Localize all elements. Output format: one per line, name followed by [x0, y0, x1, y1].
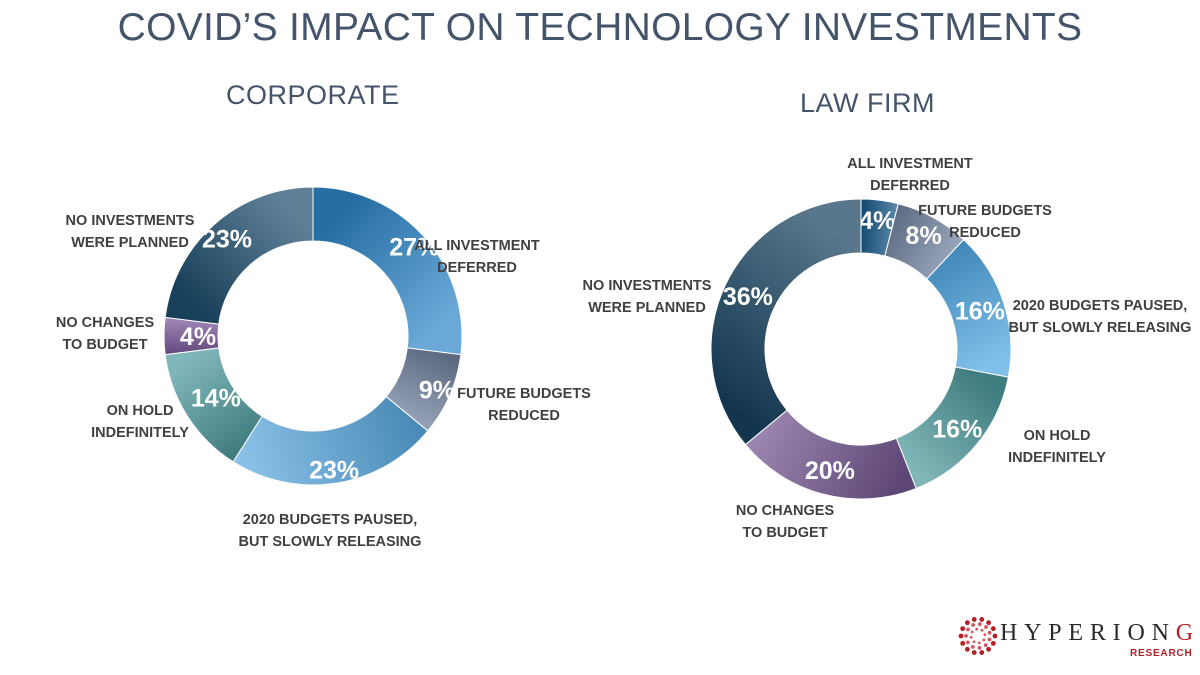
- logo-dot: [990, 626, 996, 632]
- logo-dot: [958, 633, 964, 639]
- slice-value-0-2: 23%: [309, 456, 359, 484]
- slice-value-0-0: 27%: [389, 234, 439, 262]
- logo-dot: [966, 627, 970, 632]
- logo-dot: [975, 627, 979, 631]
- logo-dot: [965, 640, 970, 645]
- slice-label-0-0: ALL INVESTMENT DEFERRED: [414, 238, 540, 276]
- slice-label-1-2: 2020 BUDGETS PAUSED, BUT SLOWLY RELEASING: [1009, 298, 1192, 336]
- logo-dot: [970, 630, 974, 634]
- logo-word: HYPERION: [1000, 620, 1176, 646]
- slice-value-1-3: 16%: [932, 416, 982, 444]
- logo-dot: [984, 625, 988, 629]
- logo-dot: [979, 650, 985, 655]
- logo-dot: [977, 622, 982, 627]
- slice-value-0-1: 9%: [419, 377, 455, 405]
- logo-dot: [979, 617, 985, 622]
- logo-dot: [969, 635, 973, 639]
- slice-label-0-3: ON HOLD INDEFINITELY: [91, 403, 189, 441]
- slice-label-1-1: FUTURE BUDGETS REDUCED: [918, 203, 1052, 241]
- logo-dot: [971, 650, 977, 655]
- slice-label-1-3: ON HOLD INDEFINITELY: [1008, 428, 1106, 466]
- slice-0-5: [164, 186, 314, 325]
- slice-value-1-4: 20%: [805, 457, 855, 485]
- slice-label-0-5: NO INVESTMENTS WERE PLANNED: [66, 213, 195, 251]
- slice-value-1-2: 16%: [955, 297, 1005, 325]
- logo-subtitle: RESEARCH: [1130, 648, 1193, 659]
- slice-value-0-5: 23%: [202, 225, 252, 253]
- logo-dot: [987, 637, 992, 642]
- slice-1-5: [710, 198, 862, 446]
- logo-dot: [992, 633, 998, 639]
- slice-label-0-4: NO CHANGES TO BUDGET: [56, 315, 155, 353]
- logo-dot: [960, 626, 966, 632]
- slice-label-1-0: ALL INVESTMENT DEFERRED: [847, 156, 973, 194]
- logo-dot: [977, 646, 982, 650]
- logo-wordmark: HYPERIONGP: [1000, 620, 1200, 647]
- logo-dot: [965, 620, 970, 626]
- slice-value-1-1: 8%: [906, 222, 942, 250]
- page-title: COVID’S IMPACT ON TECHNOLOGY INVESTMENTS: [117, 6, 1083, 49]
- slice-label-1-4: NO CHANGES TO BUDGET: [736, 503, 835, 541]
- slice-value-1-5: 36%: [723, 283, 773, 311]
- logo-dot: [977, 641, 981, 645]
- corporate-chart-title: CORPORATE: [226, 80, 400, 110]
- logo-dot: [986, 620, 991, 626]
- logo-dot: [983, 633, 987, 637]
- logo-dot: [960, 640, 966, 646]
- slice-value-0-4: 4%: [180, 323, 216, 351]
- logo-dot: [970, 644, 975, 649]
- logo-dot: [980, 628, 984, 632]
- logo-dot: [965, 646, 970, 652]
- slice-value-1-0: 4%: [859, 207, 895, 235]
- law-firm-chart-title: LAW FIRM: [800, 88, 935, 118]
- slice-0-0: [312, 186, 463, 356]
- hyperion-logo: HYPERIONGP RESEARCH: [958, 614, 1200, 666]
- logo-dot: [983, 643, 988, 648]
- logo-dot: [982, 638, 986, 642]
- logo-dot: [987, 630, 992, 635]
- slice-label-0-1: FUTURE BUDGETS REDUCED: [457, 386, 591, 424]
- slice-0-2: [232, 395, 429, 486]
- slice-label-0-2: 2020 BUDGETS PAUSED, BUT SLOWLY RELEASING: [239, 512, 422, 550]
- logo-dot: [964, 633, 968, 638]
- logo-dot: [971, 617, 977, 622]
- logo-dot: [990, 640, 996, 646]
- logo-dot: [972, 640, 976, 644]
- slice-value-0-3: 14%: [191, 385, 241, 413]
- logo-accent: GP: [1175, 620, 1200, 646]
- slice-label-1-5: NO INVESTMENTS WERE PLANNED: [583, 278, 712, 316]
- logo-dot: [971, 623, 976, 627]
- logo-mark-icon: [958, 617, 998, 655]
- logo-dot: [986, 646, 991, 652]
